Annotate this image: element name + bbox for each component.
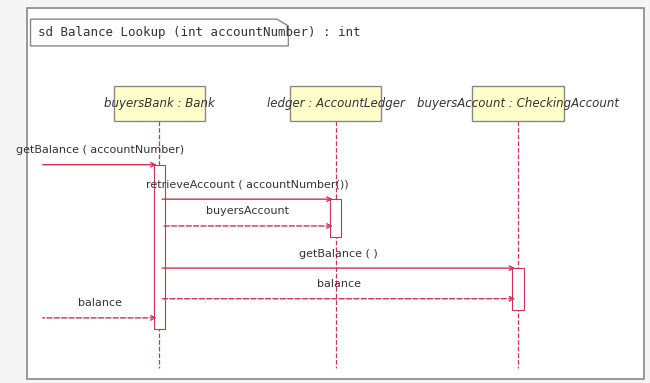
Text: retrieveAccount ( accountNumber()): retrieveAccount ( accountNumber()) — [146, 180, 349, 190]
Text: getBalance ( ): getBalance ( ) — [299, 249, 378, 259]
FancyBboxPatch shape — [512, 268, 524, 310]
Polygon shape — [31, 19, 289, 46]
FancyBboxPatch shape — [330, 199, 341, 237]
Text: buyersBank : Bank: buyersBank : Bank — [104, 97, 215, 110]
Text: ledger : AccountLedger: ledger : AccountLedger — [266, 97, 404, 110]
Text: balance: balance — [317, 279, 361, 289]
Text: getBalance ( accountNumber): getBalance ( accountNumber) — [16, 145, 184, 155]
Text: sd Balance Lookup (int accountNumber) : int: sd Balance Lookup (int accountNumber) : … — [38, 26, 361, 39]
FancyBboxPatch shape — [114, 86, 205, 121]
FancyBboxPatch shape — [290, 86, 381, 121]
Text: buyersAccount : CheckingAccount: buyersAccount : CheckingAccount — [417, 97, 619, 110]
Text: buyersAccount: buyersAccount — [206, 206, 289, 216]
Text: balance: balance — [78, 298, 122, 308]
FancyBboxPatch shape — [27, 8, 643, 379]
FancyBboxPatch shape — [473, 86, 564, 121]
FancyBboxPatch shape — [154, 165, 165, 329]
